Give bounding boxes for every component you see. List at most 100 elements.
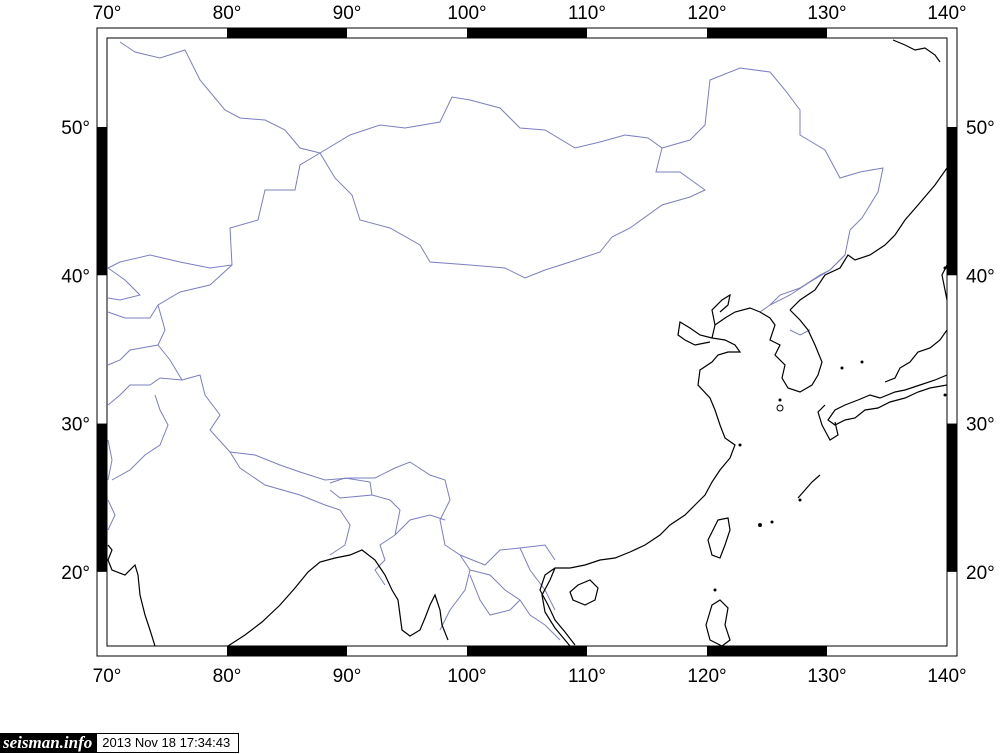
map-frame [96,27,958,657]
border-kazakh-south [107,267,141,301]
border-nepal [229,451,326,506]
lon-tick-label-top: 140° [927,3,966,24]
frame-bar-left [97,423,107,572]
coast-bohai [677,321,713,346]
border-bhutan [329,477,373,499]
border-india-west [107,499,116,531]
stamp-time: 2013 Nov 18 17:34:43 [96,733,240,753]
border-bangladesh [324,504,351,556]
lat-tick-label-right: 20° [966,563,995,584]
border-myanmar [371,494,401,586]
lon-tick-label-top: 90° [333,3,362,24]
longitude-labels-bottom: 70° 80° 90° 100° 110° 120° 130° 140° [93,666,967,687]
coastlines [107,167,947,646]
lon-tick-label-top: 130° [807,3,846,24]
coast-luzon [705,599,731,646]
island [778,398,782,402]
border-china-korea [759,254,846,313]
lon-tick-label-bottom: 80° [213,666,242,687]
coast-bay-of-bengal [227,549,449,646]
island [776,404,784,412]
lon-tick-label-bottom: 130° [807,666,846,687]
lat-tick-label-right: 30° [966,415,995,436]
frame-bar-bottom [707,646,827,656]
coast-taiwan [707,517,731,559]
coast-japan-north [884,329,947,383]
island [770,520,774,524]
longitude-labels-top: 70° 80° 90° 100° 110° 120° 130° 140° [93,3,967,24]
frame-outer [96,27,958,657]
border-russia-kazakhstan [119,41,321,154]
latitude-labels-right: 20° 30° 40° 50° [966,118,995,584]
lat-tick-label-right: 50° [966,118,995,139]
border-tajikistan [107,304,166,366]
coast-vietnam [541,567,571,646]
frame-inner [106,37,948,647]
frame-bar-top [467,28,587,38]
island [840,366,844,370]
border-laos-vietnam [519,547,556,611]
border-china-myanmar-east [394,514,446,536]
lon-tick-label-bottom: 140° [927,666,966,687]
map-content [107,39,947,646]
frame-bar-top [707,28,827,38]
small-islands [713,266,947,592]
lat-tick-label-left: 40° [61,266,90,287]
coast-arabian-sea [107,544,156,646]
timestamp-stamp: seisman.info 2013 Nov 18 17:34:43 [0,733,240,753]
lon-tick-label-top: 70° [93,3,122,24]
coast-sakhalin-tip [892,39,941,63]
island [738,443,742,447]
island [758,523,762,527]
lon-tick-label-bottom: 90° [333,666,362,687]
island [713,588,717,592]
lat-tick-label-left: 30° [61,415,90,436]
island [798,498,802,502]
lon-tick-label-top: 120° [687,3,726,24]
lon-tick-label-bottom: 100° [447,666,486,687]
border-thailand [469,574,521,616]
coast-russia-pacific [789,167,947,311]
border-china-russia-ne [661,67,884,306]
lon-tick-label-bottom: 70° [93,666,122,687]
national-borders [107,41,884,641]
lon-tick-label-top: 100° [447,3,486,24]
border-mongolia [319,96,706,279]
island [943,266,947,270]
coast-korea [539,307,823,646]
lat-tick-label-left: 50° [61,118,90,139]
frame-bar-right [947,423,957,572]
coast-ryukyu [797,474,821,499]
coast-sakhalin [941,264,947,301]
stamp-logo: seisman.info [0,733,97,753]
island [860,360,864,364]
lon-tick-label-top: 110° [568,3,606,24]
coast-japan-honshu [827,374,947,426]
lat-tick-label-right: 40° [966,266,995,287]
frame-scale-bars [97,28,957,656]
border-india-pakistan [111,394,169,481]
frame-bar-right [947,126,957,276]
island [943,393,947,397]
frame-bar-top [227,28,347,38]
frame-bar-bottom [467,646,587,656]
border-china-laos-vietnam [459,544,556,566]
border-pakistan [107,377,183,406]
coast-hainan [569,579,599,606]
latitude-labels-left: 20° 30° 40° 50° [61,118,90,584]
frame-bar-bottom [227,646,347,656]
lon-tick-label-bottom: 110° [568,666,606,687]
border-myanmar-china [439,499,471,631]
border-west-edge [107,439,113,481]
coast-japan-kyushu [817,404,839,441]
border-china-west [107,152,321,269]
border-korea-dmz [789,329,811,336]
border-china-india [157,344,451,501]
coast-liaodong [711,293,731,326]
lat-tick-label-left: 20° [61,563,90,584]
border-central-asia [107,264,233,319]
lon-tick-label-top: 80° [213,3,242,24]
lon-tick-label-bottom: 120° [687,666,726,687]
frame-bar-left [97,126,107,276]
